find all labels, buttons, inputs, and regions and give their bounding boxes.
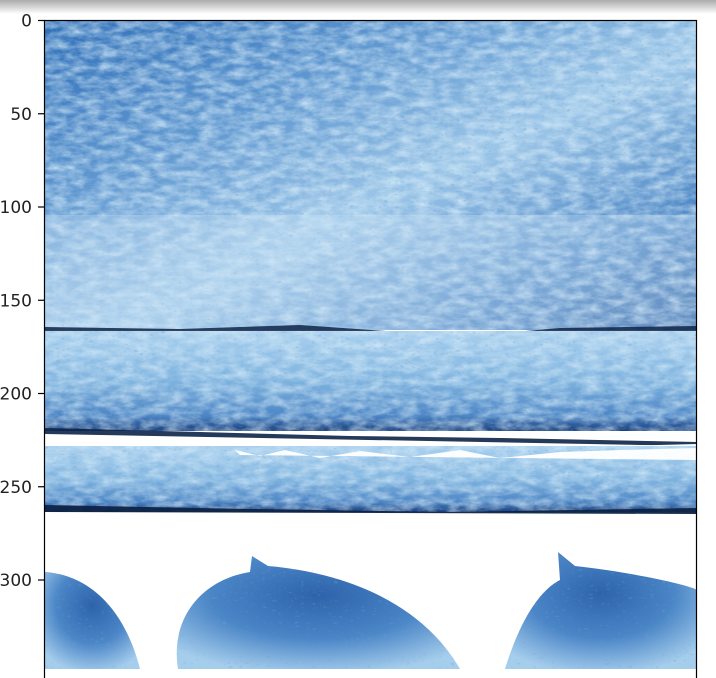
axes-frame xyxy=(43,19,698,678)
window-top-edge xyxy=(0,0,716,14)
texture-band-middle xyxy=(45,331,697,446)
y-axis: 0 50 100 150 200 250 300 xyxy=(0,12,45,591)
y-tick-label: 150 xyxy=(0,291,32,311)
texture-lobes-bottom xyxy=(45,552,697,669)
y-tick-label: 300 xyxy=(0,571,32,591)
image-area xyxy=(45,20,697,669)
y-tick-label: 250 xyxy=(0,478,32,498)
y-tick-label: 0 xyxy=(21,12,32,32)
y-tick-label: 50 xyxy=(10,105,32,125)
y-tick-label: 100 xyxy=(0,198,32,218)
y-tick-label: 200 xyxy=(0,385,32,405)
texture-region-top xyxy=(45,20,697,330)
texture-band-lower xyxy=(45,446,697,514)
